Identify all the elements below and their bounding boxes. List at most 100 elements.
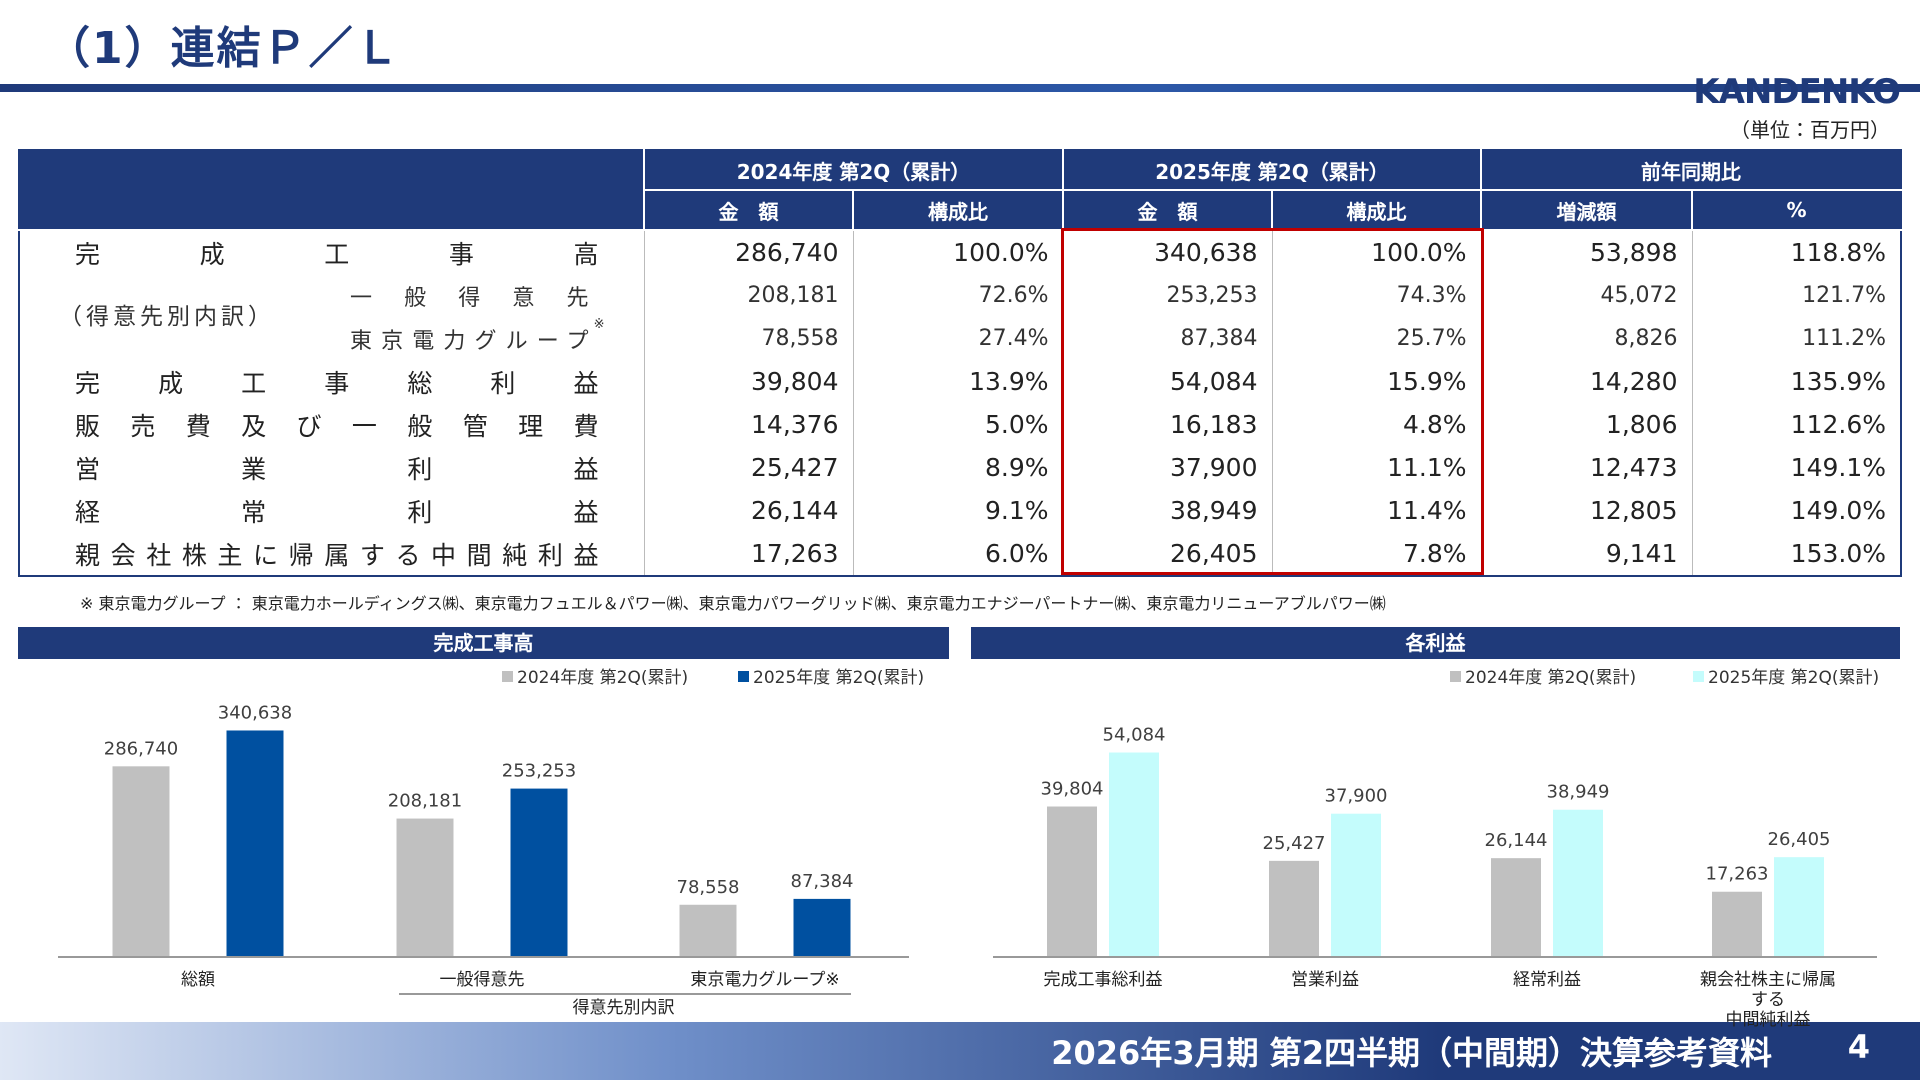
header-group: 2025年度 第2Q（累計） [1062,150,1481,191]
legend-swatch [1450,671,1461,682]
table-cell: 112.6% [1691,403,1901,446]
footer-text: 2026年3月期 第2四半期（中間期）決算参考資料 [1051,1034,1772,1072]
row-label-cell: 親会社株主に帰属する中間純利益 [19,532,644,576]
row-label: 完成工事高 [75,239,599,269]
logo: KANDENKO [1693,72,1901,112]
table-cell: 11.4% [1271,489,1481,532]
table-cell: 8.9% [852,446,1063,489]
table-cell: 78,558 [643,317,853,360]
category-label: 親会社株主に帰属する 中間純利益 [1700,970,1836,1030]
table-row: 営業利益 25,427 8.9% 37,900 11.1% 12,473 149.1% [19,446,1901,489]
category-label: 経常利益 [1513,970,1581,990]
bar [1712,891,1762,957]
panel-title: 完成工事高 [18,627,949,659]
table-cell: 14,376 [643,403,853,446]
row-label: 一般得意先 [350,285,589,311]
value-label: 54,084 [1103,725,1166,746]
row-label-cell: 完成工事総利益 [19,360,644,403]
bar [510,788,568,957]
pl-table: 2024年度 第2Q（累計） 2025年度 第2Q（累計） 前年同期比 金 額構成比… [18,149,1902,577]
table-cell: 16,183 [1062,403,1272,446]
table-cell: 149.0% [1691,489,1901,532]
table-cell: 13.9% [852,360,1063,403]
table-cell: 25.7% [1271,317,1481,360]
bar [679,904,737,957]
bar [1491,858,1541,957]
value-label: 39,804 [1041,779,1104,800]
table-cell: 11.1% [1271,446,1481,489]
row-label: 東京電力グループ ※ [350,316,605,354]
bar [226,730,284,957]
table-cell: 26,144 [643,489,853,532]
row-label-cell: 一般得意先 [19,274,644,317]
table-cell: 5.0% [852,403,1063,446]
value-label: 78,558 [677,877,740,898]
row-label-cell: 東京電力グループ ※ [19,317,644,360]
bar [1047,806,1097,957]
table-cell: 6.0% [852,532,1063,576]
table-cell: 38,949 [1062,489,1272,532]
row-label: 親会社株主に帰属する中間純利益 [75,540,599,570]
table-cell: 340,638 [1062,230,1272,274]
row-label: 販売費及び一般管理費 [75,411,599,441]
table-row: 完成工事総利益 39,804 13.9% 54,084 15.9% 14,280 135.9… [19,360,1901,403]
legend-label: 2024年度 第2Q(累計) [1465,668,1636,688]
table-cell: 149.1% [1691,446,1901,489]
bar [1774,857,1824,957]
table-cell: 15.9% [1271,360,1481,403]
table-cell: 39,804 [643,360,853,403]
table-cell: 37,900 [1062,446,1272,489]
header-sub: 増減額 [1480,190,1692,231]
panel-title: 各利益 [971,627,1900,659]
footer-band [0,1022,1920,1080]
header-sub: 構成比 [852,190,1063,231]
table-row: 経常利益 26,144 9.1% 38,949 11.4% 12,805 149.0% [19,489,1901,532]
slide-title: （1）連結Ｐ／Ｌ [46,23,401,74]
bar [112,766,170,957]
table-cell: 27.4% [852,317,1063,360]
header-sub: 構成比 [1271,190,1481,231]
table-cell: 153.0% [1691,532,1901,576]
category-label: 営業利益 [1291,970,1359,990]
table-cell: 12,473 [1480,446,1692,489]
row-label: 完成工事総利益 [75,368,599,398]
table-cell: 87,384 [1062,317,1272,360]
table-cell: 135.9% [1691,360,1901,403]
table-cell: 9,141 [1480,532,1692,576]
bar [793,898,851,957]
header-group: 2024年度 第2Q（累計） [643,150,1063,191]
row-label: 経常利益 [75,497,599,527]
table-cell: 74.3% [1271,274,1481,317]
table-cell: 54,084 [1062,360,1272,403]
legend-swatch [502,671,513,682]
header-sub: % [1691,190,1901,231]
value-label: 340,638 [218,702,292,723]
table-cell: 4.8% [1271,403,1481,446]
table-cell: 14,280 [1480,360,1692,403]
table-cell: 8,826 [1480,317,1692,360]
row-label: 営業利益 [75,454,599,484]
legend-label: 2025年度 第2Q(累計) [1708,668,1879,688]
legend-swatch [1693,671,1704,682]
table-cell: 253,253 [1062,274,1272,317]
legend-swatch [738,671,749,682]
category-label: 一般得意先 [439,970,525,990]
bar [1331,813,1381,957]
table-cell: 25,427 [643,446,853,489]
unit-note: （単位：百万円） [1730,118,1890,142]
note-mark: ※ [593,316,605,332]
header-blank [19,150,644,231]
bar [1553,809,1603,957]
header-sub: 金 額 [1062,190,1272,231]
category-label: 総額 [181,970,215,990]
table-cell: 121.7% [1691,274,1901,317]
legend-label: 2024年度 第2Q(累計) [517,668,688,688]
table-cell: 72.6% [852,274,1063,317]
table-cell: 45,072 [1480,274,1692,317]
value-label: 37,900 [1325,786,1388,807]
table-row: 東京電力グループ ※ 78,558 27.4% 87,384 25.7% 8,826 111.… [19,317,1901,360]
page-number: 4 [1847,1028,1870,1066]
table-cell: 118.8% [1691,230,1901,274]
table-cell: 7.8% [1271,532,1481,576]
